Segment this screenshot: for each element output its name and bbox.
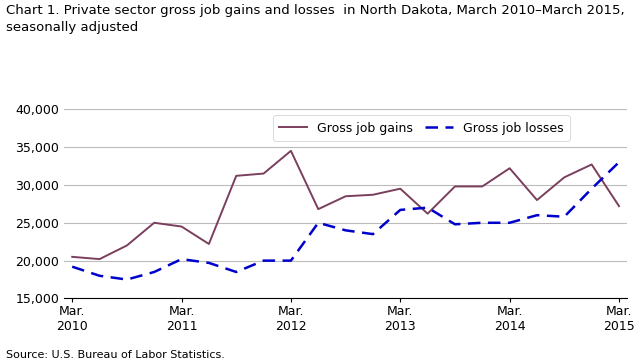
Legend: Gross job gains, Gross job losses: Gross job gains, Gross job losses bbox=[273, 115, 570, 141]
Text: Chart 1. Private sector gross job gains and losses  in North Dakota, March 2010–: Chart 1. Private sector gross job gains … bbox=[6, 4, 625, 33]
Text: Source: U.S. Bureau of Labor Statistics.: Source: U.S. Bureau of Labor Statistics. bbox=[6, 351, 225, 360]
